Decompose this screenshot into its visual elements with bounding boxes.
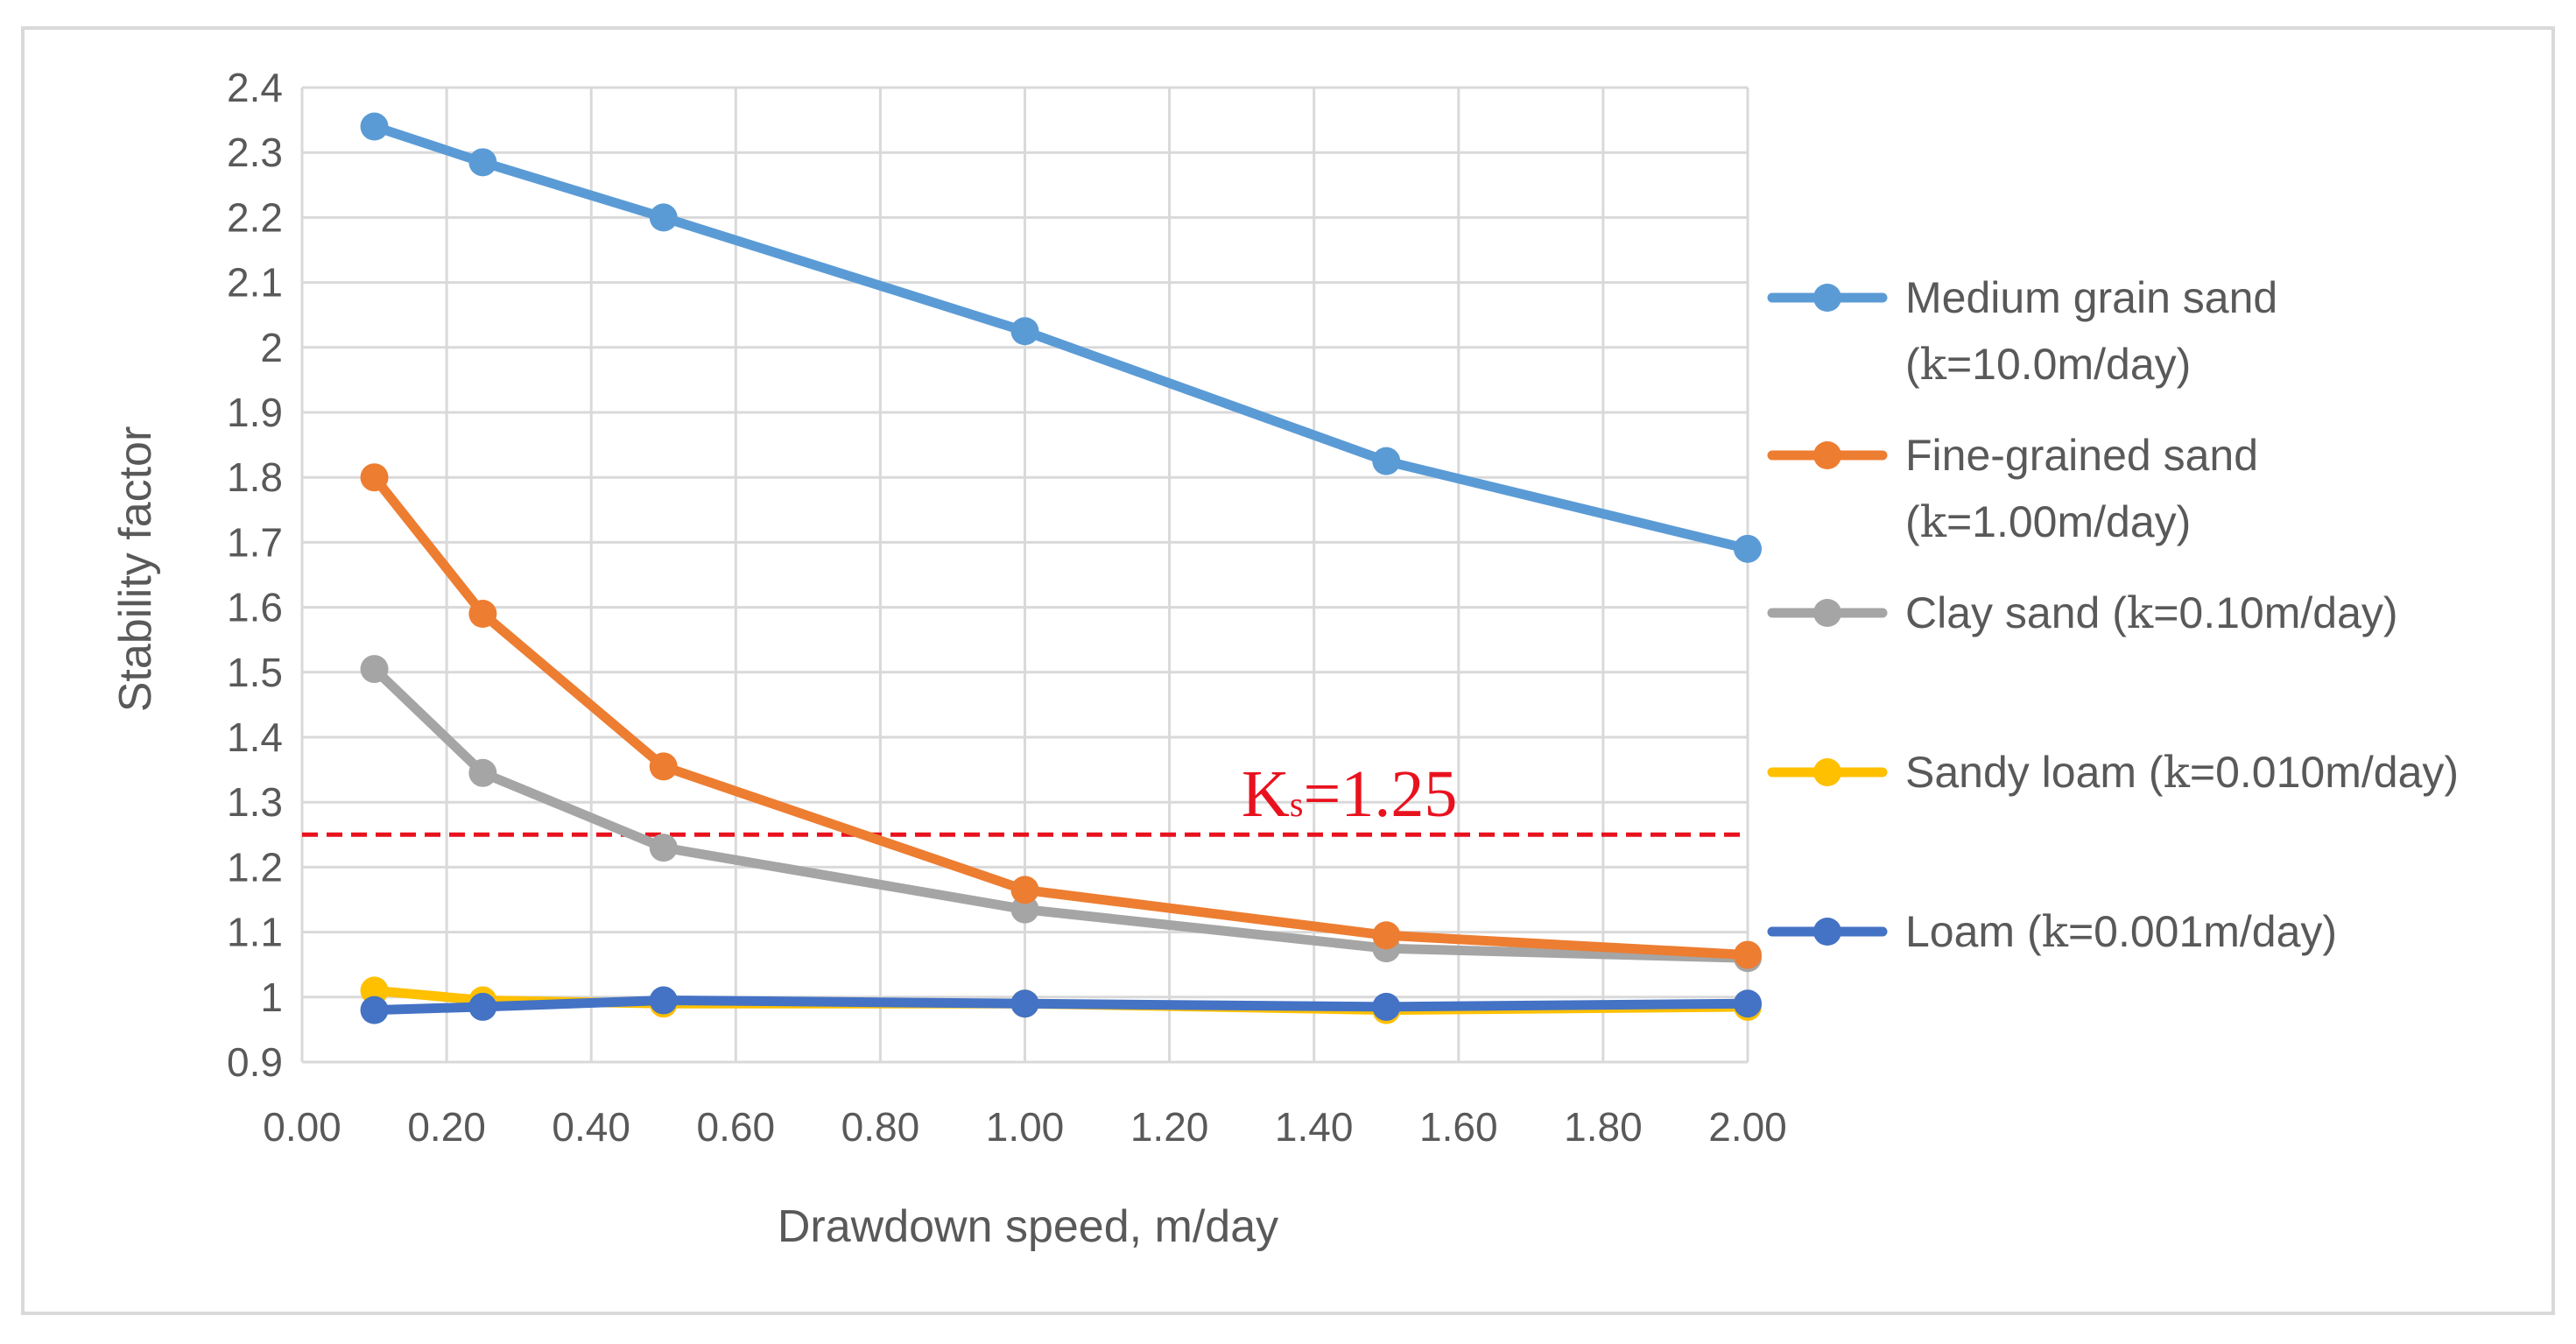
- legend-entry-fine_grained_sand: Fine-grained sand (k=1.00m/day): [1767, 431, 2258, 547]
- y-tick-label: 1.3: [227, 779, 283, 825]
- data-point-medium_grain_sand: [1010, 317, 1039, 346]
- legend-entry-clay_sand: Clay sand (k=0.10m/day): [1767, 588, 2398, 638]
- legend-entry-medium_grain_sand: Medium grain sand (k=10.0m/day): [1767, 273, 2277, 390]
- legend: Medium grain sand (k=10.0m/day) Fine-grain…: [1767, 273, 2459, 957]
- x-tick-label: 0.40: [552, 1104, 630, 1150]
- y-tick-label: 2.2: [227, 194, 283, 240]
- x-tick-label: 2.00: [1708, 1104, 1787, 1150]
- legend-label-loam: Loam (k=0.001m/day): [1905, 906, 2337, 957]
- x-tick-label: 1.80: [1564, 1104, 1643, 1150]
- series-fine_grained_sand: [360, 463, 1762, 969]
- data-point-medium_grain_sand: [1734, 534, 1762, 563]
- legend-label-fine_grained_sand: Fine-grained sand: [1905, 431, 2258, 480]
- y-tick-label: 1.1: [227, 910, 283, 955]
- series-line-medium_grain_sand: [370, 122, 1753, 554]
- data-point-fine_grained_sand: [1372, 921, 1401, 950]
- x-tick-label: 0.80: [841, 1104, 920, 1150]
- data-point-fine_grained_sand: [360, 463, 389, 492]
- ref-label-value: =1.25: [1303, 757, 1457, 831]
- x-tick-label: 1.40: [1275, 1104, 1354, 1150]
- y-tick-label: 1.6: [227, 585, 283, 630]
- data-point-loam: [1010, 989, 1039, 1018]
- y-tick-label: 2: [260, 325, 283, 370]
- x-tick-label: 0.00: [263, 1104, 341, 1150]
- legend-entry-loam: Loam (k=0.001m/day): [1767, 906, 2337, 957]
- data-point-loam: [1734, 989, 1762, 1018]
- data-point-sandy_loam: [360, 976, 389, 1005]
- series-line-clay_sand: [370, 664, 1753, 963]
- data-point-medium_grain_sand: [1372, 447, 1401, 475]
- data-point-loam: [1372, 992, 1401, 1021]
- legend-marker-fine_grained_sand: [1813, 441, 1841, 469]
- x-axis-title: Drawdown speed, m/day: [778, 1201, 1278, 1252]
- ref-label-k: K: [1242, 757, 1290, 831]
- data-point-medium_grain_sand: [649, 203, 678, 232]
- y-tick-label: 1.9: [227, 390, 283, 435]
- y-tick-label: 1.2: [227, 844, 283, 890]
- y-axis-title: Stability factor: [110, 426, 161, 713]
- legend-label-clay_sand: Clay sand (k=0.10m/day): [1905, 588, 2398, 638]
- legend-marker-loam: [1813, 918, 1841, 946]
- legend-marker-sandy_loam: [1813, 758, 1841, 786]
- legend-label-medium_grain_sand-line2: (k=10.0m/day): [1905, 339, 2191, 390]
- legend-marker-medium_grain_sand: [1813, 284, 1841, 312]
- ref-label-sub: s: [1290, 785, 1304, 824]
- y-tick-label: 2.4: [227, 65, 283, 110]
- series-loam: [360, 986, 1762, 1024]
- reference-line-label: Ks=1.25: [1242, 757, 1457, 831]
- data-point-fine_grained_sand: [1010, 876, 1039, 904]
- legend-marker-clay_sand: [1813, 599, 1841, 627]
- series-medium_grain_sand: [360, 112, 1762, 563]
- data-point-fine_grained_sand: [1734, 940, 1762, 969]
- chart-frame: [21, 26, 2555, 1315]
- y-tick-label: 0.9: [227, 1039, 283, 1085]
- data-point-medium_grain_sand: [468, 148, 497, 177]
- x-tick-label: 0.60: [697, 1104, 776, 1150]
- data-point-loam: [649, 986, 678, 1015]
- y-tick-label: 2.1: [227, 260, 283, 306]
- y-tick-label: 1.8: [227, 454, 283, 500]
- data-point-clay_sand: [360, 655, 389, 684]
- y-tick-label: 1.5: [227, 650, 283, 695]
- data-point-loam: [360, 996, 389, 1024]
- x-tick-label: 0.20: [407, 1104, 486, 1150]
- data-point-clay_sand: [649, 834, 678, 862]
- x-tick-label: 1.20: [1130, 1104, 1209, 1150]
- x-tick-label: 1.60: [1419, 1104, 1498, 1150]
- tick-labels: 0.9 1 1.1 1.2 1.3 1.4 1.5 1.6 1.7 1.8 1.9 2 2.1 2.2 2.…: [227, 65, 1787, 1150]
- y-tick-label: 1.4: [227, 714, 283, 760]
- y-tick-label: 1: [260, 975, 283, 1020]
- series-line-fine_grained_sand: [370, 472, 1753, 961]
- data-point-clay_sand: [468, 758, 497, 787]
- x-tick-label: 1.00: [986, 1104, 1065, 1150]
- y-tick-label: 2.3: [227, 130, 283, 175]
- data-point-fine_grained_sand: [468, 600, 497, 629]
- data-point-fine_grained_sand: [649, 752, 678, 781]
- data-point-clay_sand: [1010, 895, 1039, 924]
- series: [360, 112, 1762, 1024]
- legend-label-fine_grained_sand-line2: (k=1.00m/day): [1905, 496, 2191, 547]
- series-line-loam: [370, 996, 1753, 1016]
- grid: [300, 86, 1749, 1064]
- data-point-loam: [468, 992, 497, 1021]
- legend-label-sandy_loam: Sandy loam (k=0.010m/day): [1905, 747, 2459, 798]
- legend-entry-sandy_loam: Sandy loam (k=0.010m/day): [1767, 747, 2459, 798]
- data-point-medium_grain_sand: [360, 112, 389, 141]
- y-tick-label: 1.7: [227, 519, 283, 565]
- legend-label-medium_grain_sand: Medium grain sand: [1905, 273, 2277, 322]
